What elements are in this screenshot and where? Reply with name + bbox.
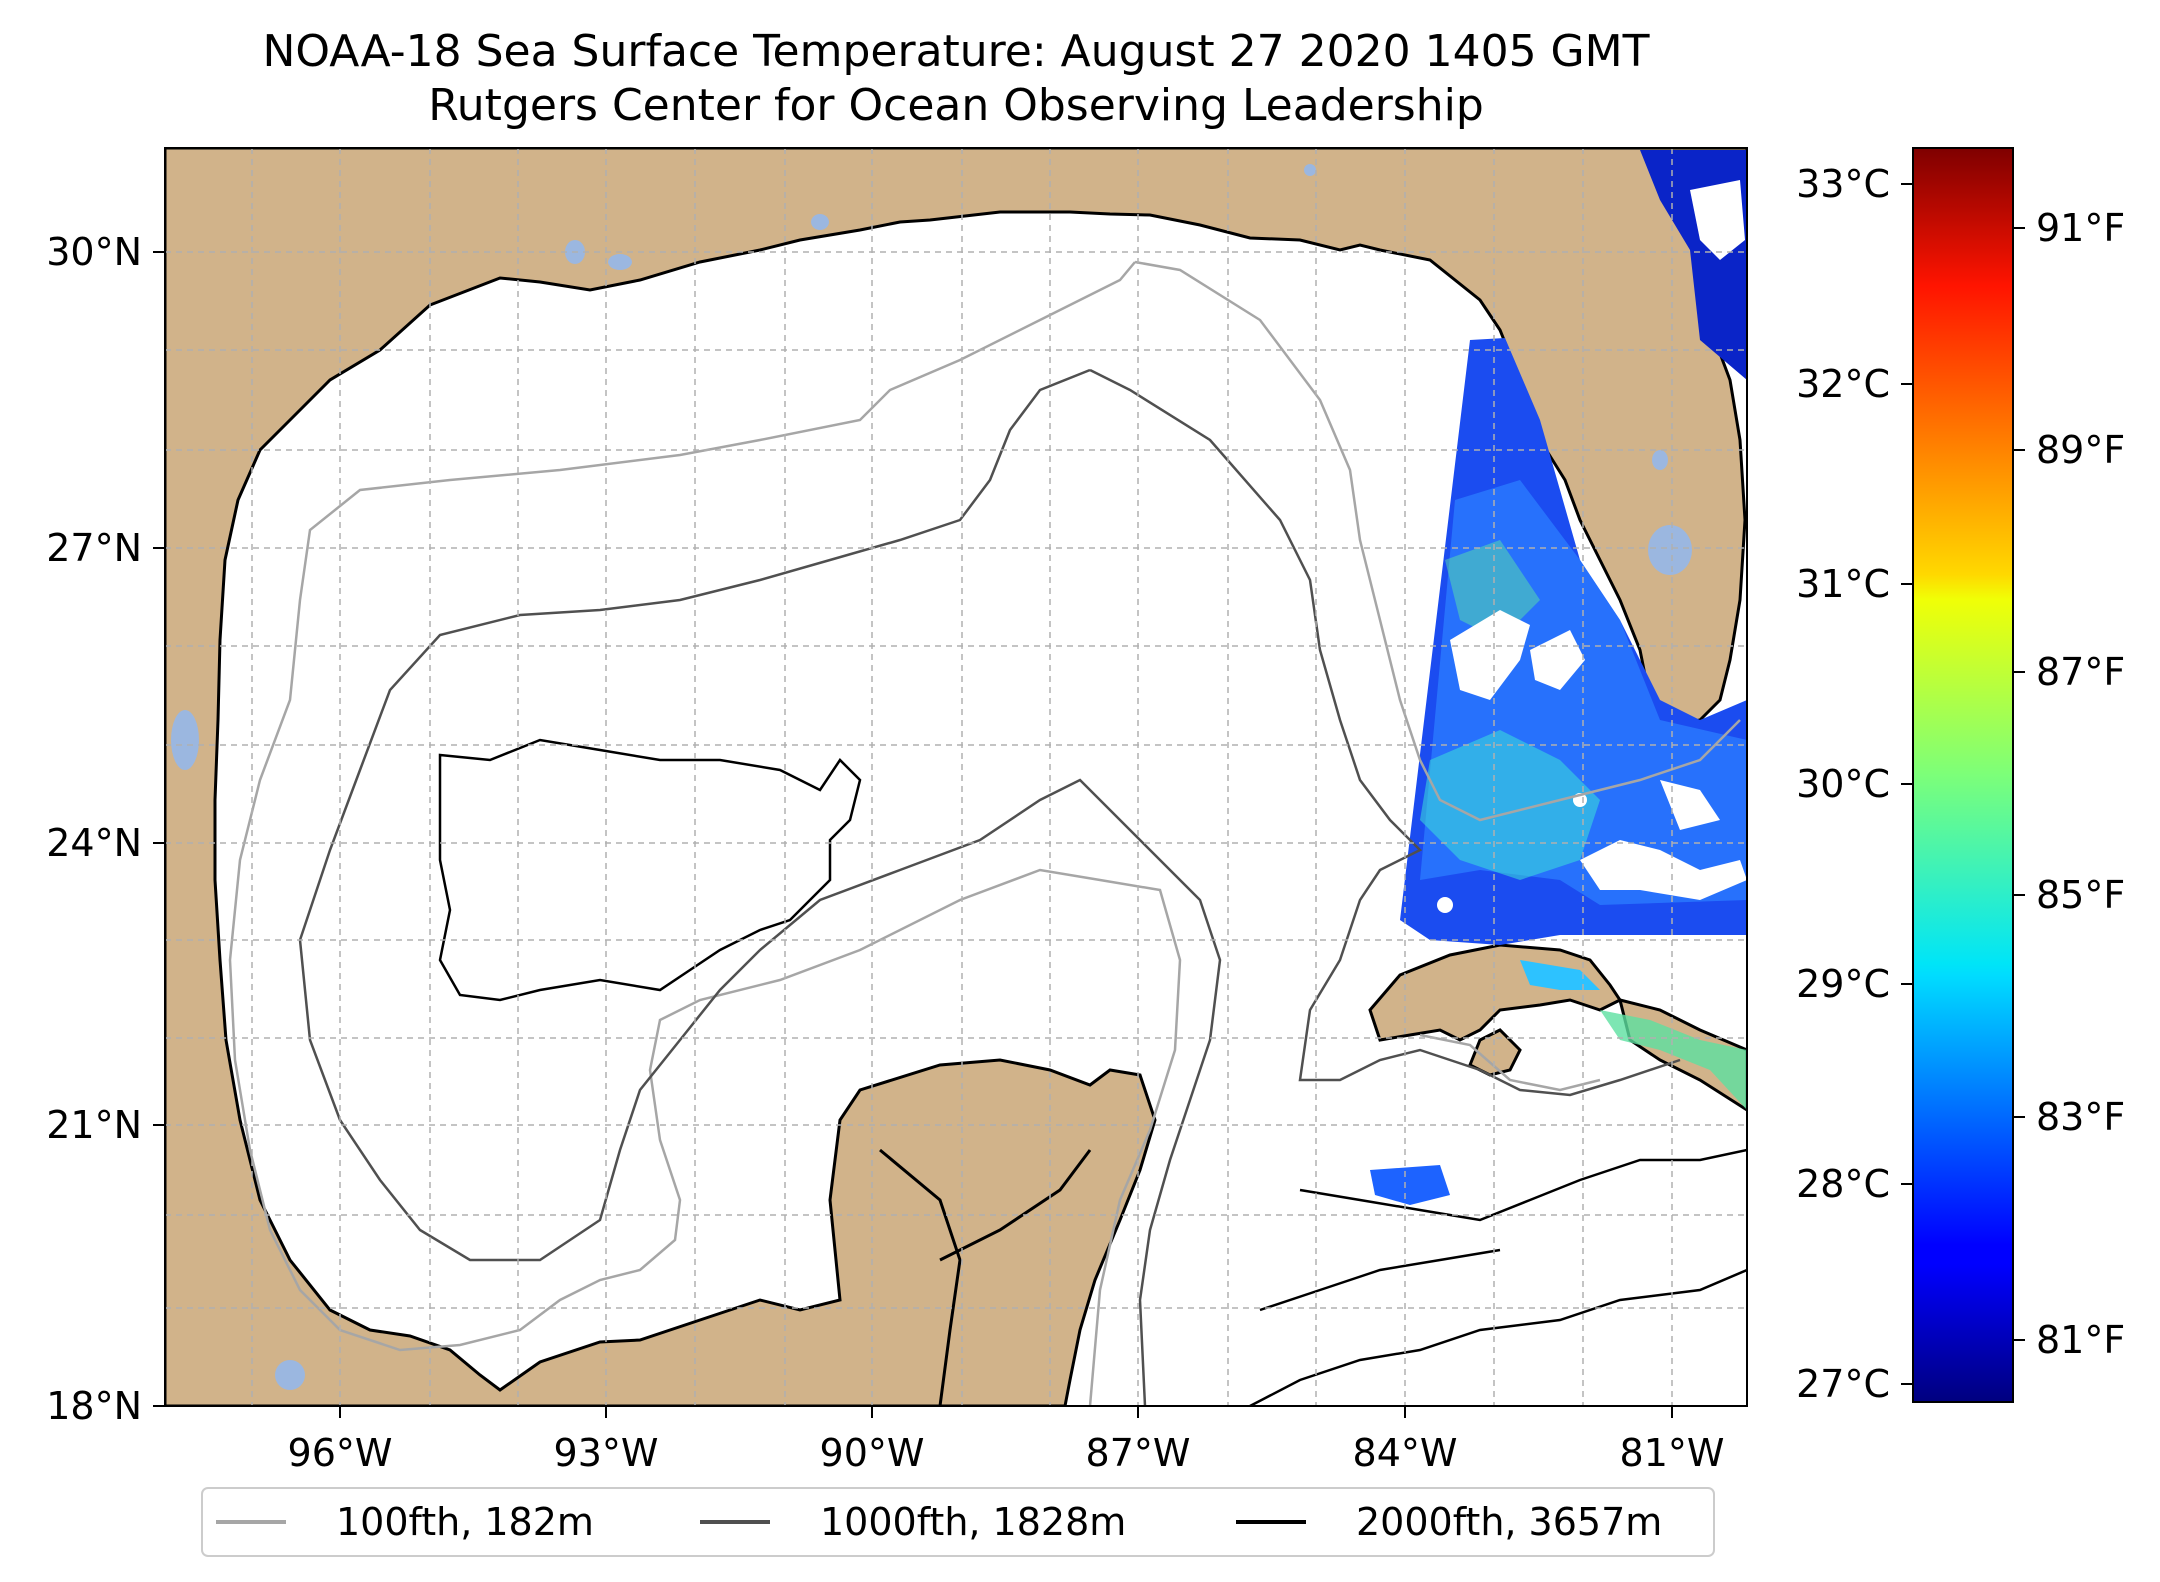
lat-tick-label: 18°N — [46, 1384, 142, 1428]
colorbar-celsius-label: 31°C — [1796, 562, 1890, 606]
legend-label: 1000fth, 1828m — [820, 1500, 1126, 1544]
lon-tick-label: 81°W — [1620, 1431, 1725, 1475]
lon-tick-label: 96°W — [288, 1431, 393, 1475]
lon-tick-label: 84°W — [1353, 1431, 1458, 1475]
contour-2000fth — [438, 738, 1747, 1406]
colorbar-celsius-label: 29°C — [1796, 962, 1890, 1006]
lon-axis: 96°W 93°W 90°W 87°W 84°W 81°W — [288, 1406, 1725, 1475]
legend-label: 2000fth, 3657m — [1356, 1500, 1662, 1544]
colorbar-celsius-label: 28°C — [1796, 1162, 1890, 1206]
colorbar-fahrenheit-label: 83°F — [2036, 1095, 2125, 1139]
colorbar-celsius-label: 33°C — [1796, 162, 1890, 206]
colorbar-celsius-label: 32°C — [1796, 362, 1890, 406]
colorbar-celsius-label: 27°C — [1796, 1362, 1890, 1406]
colorbar: 33°C 32°C 31°C 30°C 29°C 28°C 27°C 91°F … — [1796, 147, 2125, 1406]
lat-tick-label: 27°N — [46, 526, 142, 570]
colorbar-fahrenheit-label: 85°F — [2036, 873, 2125, 917]
map-frame — [164, 147, 1748, 1407]
colorbar-fahrenheit-label: 89°F — [2036, 428, 2125, 472]
legend: 100fth, 182m 1000fth, 1828m 2000fth, 365… — [201, 1487, 1715, 1557]
lat-tick-label: 21°N — [46, 1103, 142, 1147]
lon-tick-label: 93°W — [554, 1431, 659, 1475]
colorbar-fahrenheit-label: 91°F — [2036, 206, 2125, 250]
map-subtitle: Rutgers Center for Ocean Observing Leade… — [428, 80, 1484, 131]
lat-axis: 30°N 27°N 24°N 21°N 18°N — [46, 230, 165, 1428]
lakes — [171, 164, 1692, 1390]
colorbar-gradient — [1912, 147, 2014, 1403]
lat-tick-label: 30°N — [46, 230, 142, 274]
graticule — [165, 148, 1747, 1406]
colorbar-fahrenheit-label: 81°F — [2036, 1318, 2125, 1362]
lon-tick-label: 87°W — [1086, 1431, 1191, 1475]
map-area — [165, 148, 1747, 1406]
lat-tick-label: 24°N — [46, 821, 142, 865]
colorbar-fahrenheit-label: 87°F — [2036, 650, 2125, 694]
colorbar-celsius-label: 30°C — [1796, 762, 1890, 806]
map-title: NOAA-18 Sea Surface Temperature: August … — [262, 26, 1650, 77]
legend-label: 100fth, 182m — [336, 1500, 594, 1544]
lon-tick-label: 90°W — [820, 1431, 925, 1475]
